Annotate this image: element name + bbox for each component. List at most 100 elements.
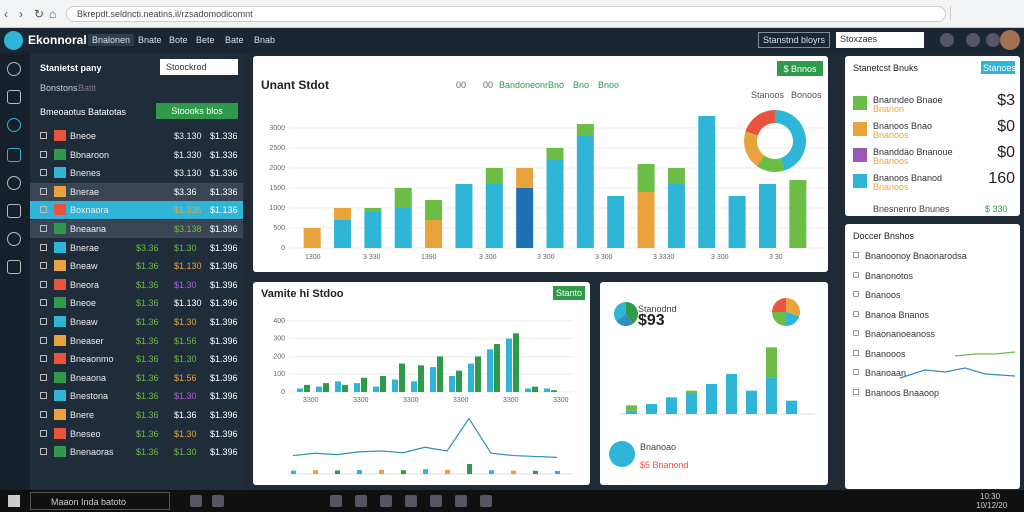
list-row[interactable]: Bneaonmo $1.36 $1.30 $1.396 xyxy=(30,350,243,368)
row-value: $1.396 xyxy=(210,317,238,327)
window-controls xyxy=(950,6,1020,20)
taskbar-icon[interactable] xyxy=(355,495,367,507)
taskbar-icon[interactable] xyxy=(480,495,492,507)
item-box xyxy=(853,291,859,297)
list-item[interactable]: Bnanoa Bnanos xyxy=(865,309,930,320)
list-row[interactable]: Bnestona $1.36 $1.30 $1.396 xyxy=(30,387,243,405)
bar xyxy=(316,386,322,392)
pie-slice xyxy=(614,302,626,322)
row-value: $1.136 xyxy=(210,205,238,216)
bar xyxy=(789,180,807,248)
bar xyxy=(430,367,436,392)
list-row[interactable]: Bneaona $1.36 $1.56 $1.396 xyxy=(30,369,243,387)
panel-tab[interactable]: Batit xyxy=(78,83,97,93)
list-item[interactable]: Bnanoonoy Bnaonarodsa xyxy=(865,251,967,261)
taskbar-icon[interactable] xyxy=(430,495,442,507)
list-row[interactable]: Bneoe $1.36 $1.130 $1.396 xyxy=(30,294,243,312)
card-button[interactable]: Stanoes xyxy=(981,61,1017,74)
row-checkbox xyxy=(40,132,47,139)
bar xyxy=(666,397,677,414)
x-tick-label: 3300 xyxy=(503,397,519,404)
pie-slice xyxy=(626,302,638,324)
nav-item[interactable]: Bate xyxy=(225,35,244,45)
nav-button[interactable]: ⌂ xyxy=(49,7,57,21)
list-row[interactable]: Bnere $1.36 $1.36 $1.396 xyxy=(30,406,243,424)
nav-item[interactable]: Bnab xyxy=(254,35,276,45)
taskbar-icon[interactable] xyxy=(380,495,392,507)
taskbar-icon[interactable] xyxy=(330,495,342,507)
side-tab[interactable]: Bonoos xyxy=(791,90,822,100)
panel-tab[interactable]: Bonstons xyxy=(40,83,78,93)
nav-button[interactable]: › xyxy=(19,7,23,21)
list-row[interactable]: Bneseo $1.36 $1.30 $1.396 xyxy=(30,425,243,443)
bar xyxy=(475,356,481,392)
chart-button[interactable]: $ Bnnos xyxy=(777,61,823,76)
list-item[interactable]: Bnaonanoeanoss xyxy=(865,329,936,339)
filter-box[interactable]: Stoxzaes xyxy=(836,32,924,48)
row-value: $1.36 xyxy=(136,428,159,439)
bar xyxy=(335,381,341,392)
list-item[interactable]: Bnanooos xyxy=(865,348,906,359)
nav-button[interactable]: ↻ xyxy=(34,7,45,21)
taskbar-icon[interactable] xyxy=(405,495,417,507)
list-row[interactable]: Bneora $1.36 $1.30 $1.396 xyxy=(30,276,243,294)
pie-slice xyxy=(786,312,800,326)
header-icon[interactable] xyxy=(986,33,1000,47)
row-name: Bneaser xyxy=(70,335,104,346)
list-row[interactable]: Bbnaroon $1.330 $1.336 xyxy=(30,146,243,164)
list-row[interactable]: Bneaw $1.36 $1.130 $1.396 xyxy=(30,257,243,275)
y-tick-label: 1000 xyxy=(269,205,285,212)
list-row[interactable]: Bnenaoras $1.36 $1.30 $1.396 xyxy=(30,443,243,461)
chart-button[interactable]: Stanto xyxy=(553,286,585,300)
list-row[interactable]: Bneaana $3.138 $1.396 xyxy=(30,220,243,238)
taskbar-icon[interactable] xyxy=(190,495,202,507)
row-value: $1.36 xyxy=(136,372,159,383)
list-row[interactable]: Bneaser $1.36 $1.56 $1.396 xyxy=(30,332,243,350)
panel-search[interactable]: Stoockrod xyxy=(160,59,238,75)
list-row[interactable]: Bneaw $1.36 $1.30 $1.396 xyxy=(30,313,243,331)
list-item[interactable]: Bnanoos Bnaaoop xyxy=(865,387,940,398)
item-box xyxy=(853,330,859,336)
list-item[interactable]: Bnanoaan xyxy=(865,368,907,378)
x-tick-label: 3 330 xyxy=(363,254,381,261)
side-tab[interactable]: Stanoos xyxy=(751,90,785,100)
row-value: $3.36 xyxy=(136,242,159,253)
rail-icon[interactable] xyxy=(7,204,21,218)
bar xyxy=(361,377,367,392)
list-row[interactable]: Boxnaora $1.336 $1.136 xyxy=(30,201,243,220)
row-icon xyxy=(54,185,66,197)
header-icon[interactable] xyxy=(940,33,954,47)
rail-icon[interactable] xyxy=(7,62,21,76)
side-chart-card: Stanodnd $93 Bnanoao $5 Bnanond xyxy=(600,282,828,485)
row-value: $1.396 xyxy=(210,335,238,346)
address-bar[interactable]: Bkrepdt.seldncti.neatins.il/rzsadomodico… xyxy=(66,6,946,22)
search-box[interactable]: Stanstnd bloyrs xyxy=(758,32,830,48)
nav-button[interactable]: ‹ xyxy=(4,7,8,21)
rail-icon[interactable] xyxy=(7,232,21,246)
panel-button[interactable]: Stoooks blos xyxy=(156,103,238,119)
taskbar-search[interactable]: Maaon Inda batoto xyxy=(30,492,170,510)
bar xyxy=(364,212,382,248)
nav-item[interactable]: Bote xyxy=(169,35,188,45)
rail-icon[interactable] xyxy=(7,118,21,132)
list-row[interactable]: Bnenes $3.130 $1.336 xyxy=(30,164,243,182)
rail-icon[interactable] xyxy=(7,90,21,104)
nav-item[interactable]: Bnate xyxy=(138,35,162,45)
row-name: Bnenaoras xyxy=(70,447,114,458)
rail-icon[interactable] xyxy=(7,148,21,162)
list-row[interactable]: Bnerae $3.36 $1.30 $1.396 xyxy=(30,239,243,257)
row-name: Bneaana xyxy=(70,224,107,234)
list-row[interactable]: Bnerae $3.36 $1.336 xyxy=(30,182,243,201)
header-icon[interactable] xyxy=(966,33,980,47)
start-button[interactable] xyxy=(8,495,20,507)
nav-item[interactable]: Bnalonen xyxy=(88,34,135,46)
list-row[interactable]: Bneoe $3.130 $1.336 xyxy=(30,127,243,145)
nav-item[interactable]: Bete xyxy=(196,35,215,45)
rail-icon[interactable] xyxy=(7,260,21,274)
taskbar-icon[interactable] xyxy=(455,495,467,507)
taskbar-icon[interactable] xyxy=(212,495,224,507)
list-item[interactable]: Bnanoos xyxy=(865,290,901,300)
avatar[interactable] xyxy=(1000,30,1020,50)
list-item[interactable]: Bnanonotos xyxy=(865,270,914,281)
rail-icon[interactable] xyxy=(7,176,21,190)
